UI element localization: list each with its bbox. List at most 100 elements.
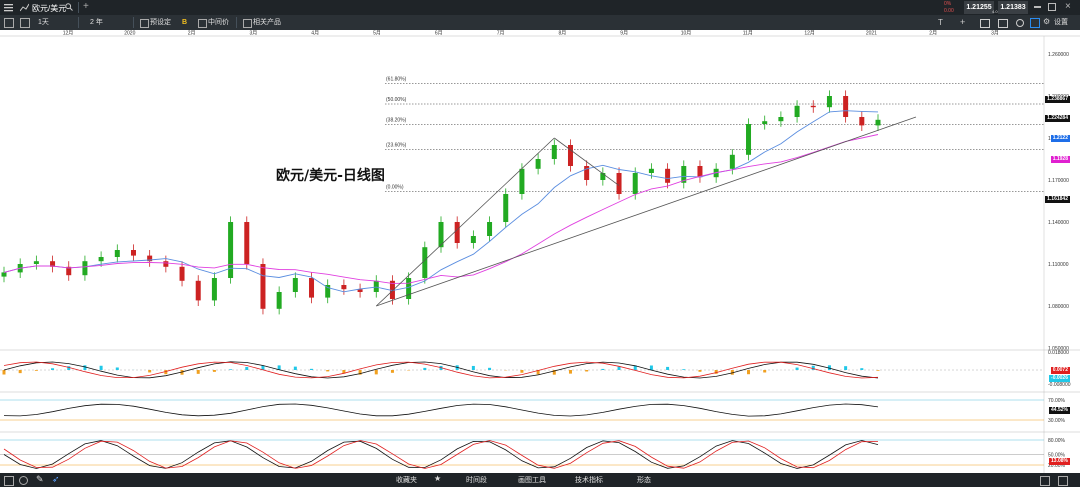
candle-body bbox=[389, 280, 395, 299]
x-tick-label: 6月 bbox=[435, 31, 443, 37]
fib-50-tag: 1.224284 bbox=[1045, 115, 1070, 122]
close-icon[interactable]: × bbox=[1065, 1, 1071, 12]
b-button[interactable]: B bbox=[182, 19, 188, 26]
expand-icon[interactable] bbox=[1058, 476, 1068, 486]
macd-histogram-bar bbox=[18, 370, 22, 374]
candle-body bbox=[341, 285, 347, 290]
grid-icon[interactable] bbox=[20, 18, 30, 28]
macd-histogram-bar bbox=[730, 370, 734, 375]
star-icon[interactable]: ★ bbox=[434, 474, 442, 483]
mid-price-button[interactable]: 中间价 bbox=[208, 19, 229, 26]
settings-icon[interactable]: ⚙ bbox=[1043, 17, 1051, 26]
macd-histogram-bar bbox=[747, 370, 751, 375]
ma-tag: 1.1928 bbox=[1050, 156, 1070, 163]
macd-histogram-bar bbox=[601, 368, 605, 370]
preset-button[interactable]: 预设定 bbox=[150, 19, 171, 26]
macd-histogram-bar bbox=[342, 370, 346, 374]
drawing-tools-button[interactable]: 画图工具 bbox=[518, 477, 546, 484]
fib-level-label: (61.80%) bbox=[386, 77, 407, 83]
reset-icon[interactable] bbox=[1016, 19, 1024, 27]
candle-body bbox=[632, 173, 638, 194]
macd-histogram-bar bbox=[617, 366, 621, 370]
mid-icon bbox=[198, 19, 207, 28]
macd-histogram-bar bbox=[423, 367, 427, 370]
indicators-button[interactable]: 技术指标 bbox=[575, 477, 603, 484]
macd-histogram-bar bbox=[164, 370, 168, 375]
grid-toggle-icon[interactable] bbox=[980, 19, 990, 28]
macd-histogram-bar bbox=[860, 368, 864, 370]
timeframe-button[interactable]: 时间段 bbox=[466, 477, 487, 484]
layout-toggle-icon[interactable] bbox=[998, 19, 1008, 28]
chart-type-icon[interactable] bbox=[19, 3, 30, 12]
candle-body bbox=[292, 278, 298, 292]
window-restore-icon[interactable] bbox=[1048, 3, 1056, 11]
candle-body bbox=[276, 292, 282, 309]
candle-body bbox=[114, 250, 120, 257]
text-tool-icon[interactable]: T bbox=[938, 18, 943, 27]
rsi-axis-label: 70.00% bbox=[1048, 398, 1066, 404]
candle-body bbox=[228, 222, 234, 278]
preset-icon bbox=[140, 19, 149, 28]
candle-body bbox=[503, 194, 509, 222]
trend-line bbox=[554, 137, 620, 186]
bid-price[interactable]: 1.21255 bbox=[964, 1, 994, 14]
candle-body bbox=[535, 159, 541, 169]
menu-icon[interactable] bbox=[4, 3, 13, 12]
macd-histogram-bar bbox=[585, 370, 589, 372]
macd-histogram-bar bbox=[682, 369, 686, 370]
window-minimize-icon[interactable] bbox=[1034, 6, 1041, 8]
macd-histogram-bar bbox=[844, 366, 848, 370]
macd-histogram-bar bbox=[471, 365, 475, 370]
candle-body bbox=[665, 168, 671, 183]
candle-body bbox=[729, 154, 735, 169]
y-tick-label: 1.050000 bbox=[1048, 346, 1069, 352]
candle-body bbox=[778, 117, 784, 122]
candle-body bbox=[373, 280, 379, 292]
candle-body bbox=[130, 250, 136, 256]
macd-histogram-bar bbox=[827, 365, 831, 370]
layout-bottom-icon[interactable] bbox=[1040, 476, 1050, 486]
range-dropdown[interactable]: 2 年 bbox=[90, 19, 103, 26]
stoch-d-line bbox=[3, 440, 879, 469]
candle-body bbox=[179, 266, 185, 281]
candle-body bbox=[260, 264, 266, 309]
x-tick-label: 11月 bbox=[743, 31, 753, 37]
candle-body bbox=[357, 289, 363, 292]
x-tick-label: 10月 bbox=[681, 31, 692, 37]
bottom-toolbar: ✎ ➶ 收藏夹 ★ 时间段 画图工具 技术指标 形态 bbox=[0, 473, 1080, 487]
x-tick-label: 7月 bbox=[497, 31, 505, 37]
macd-histogram-bar bbox=[488, 367, 492, 370]
layout-icon[interactable] bbox=[4, 18, 14, 28]
candle-body bbox=[470, 236, 476, 243]
add-tab-icon[interactable]: + bbox=[83, 1, 89, 12]
y-tick-label: 1.140000 bbox=[1048, 220, 1069, 226]
crosshair-icon[interactable]: + bbox=[960, 17, 966, 27]
candle-body bbox=[616, 173, 622, 194]
candle-body bbox=[422, 247, 428, 278]
list-icon[interactable] bbox=[4, 476, 14, 486]
patterns-button[interactable]: 形态 bbox=[637, 477, 651, 484]
price-chart[interactable]: 12月 2020 2月 3月 4月 5月 6月 7月 8月 9月 10月 11月 12月 2021 2月 3月… bbox=[0, 30, 1080, 473]
pointer-icon[interactable]: ➶ bbox=[52, 474, 60, 484]
ma-long-line bbox=[3, 134, 879, 284]
highlight-icon[interactable] bbox=[1030, 18, 1040, 28]
x-tick-label: 9月 bbox=[620, 31, 628, 37]
related-products-button[interactable]: 相关产品 bbox=[253, 19, 281, 26]
search-icon[interactable] bbox=[65, 3, 73, 11]
macd-histogram-bar bbox=[698, 370, 702, 372]
macd-tag-1: 0.0072 bbox=[1050, 367, 1070, 374]
chart-title: 欧元/美元-日线图 bbox=[276, 168, 385, 184]
candle-body bbox=[762, 121, 768, 124]
pencil-icon[interactable]: ✎ bbox=[36, 474, 44, 484]
trend-line bbox=[375, 137, 555, 307]
interval-dropdown[interactable]: 1天 bbox=[38, 19, 49, 26]
instrument-tab-title[interactable]: 欧元/美元 bbox=[32, 4, 67, 13]
macd-histogram-bar bbox=[358, 370, 362, 375]
settings-button[interactable]: 设置 bbox=[1054, 19, 1068, 26]
macd-histogram-bar bbox=[568, 370, 572, 374]
ask-price[interactable]: 1.21383 bbox=[998, 1, 1028, 14]
related-icon bbox=[243, 19, 252, 28]
macd-histogram-bar bbox=[390, 370, 394, 373]
favorites-button[interactable]: 收藏夹 bbox=[396, 477, 417, 484]
refresh-icon[interactable] bbox=[19, 476, 28, 485]
